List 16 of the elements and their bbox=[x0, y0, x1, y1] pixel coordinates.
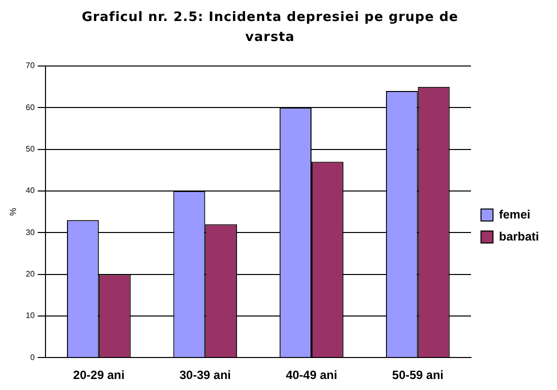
legend-label: barbati bbox=[498, 229, 540, 244]
chart-title: Graficul nr. 2.5: Incidenta depresiei pe grupe de varsta bbox=[80, 9, 460, 47]
x-tick-label: 40-49 ani bbox=[286, 368, 338, 382]
y-tick-label: 70 bbox=[26, 61, 36, 70]
y-tick-label: 40 bbox=[26, 186, 36, 196]
y-tick-label: 50 bbox=[26, 144, 36, 154]
y-tick-label: 60 bbox=[26, 102, 36, 112]
y-tick-label: 30 bbox=[26, 228, 36, 237]
x-tick-label: 20-29 ani bbox=[73, 368, 125, 382]
x-tick-label: 30-39 ani bbox=[179, 368, 231, 382]
y-axis-title: % bbox=[8, 208, 18, 216]
x-tick-label: 50-59 ani bbox=[392, 368, 444, 382]
legend-label: femei bbox=[498, 207, 530, 222]
y-tick-label: 10 bbox=[26, 311, 36, 320]
y-tick-label: 0 bbox=[30, 352, 36, 362]
y-tick-label: 20 bbox=[26, 269, 36, 278]
